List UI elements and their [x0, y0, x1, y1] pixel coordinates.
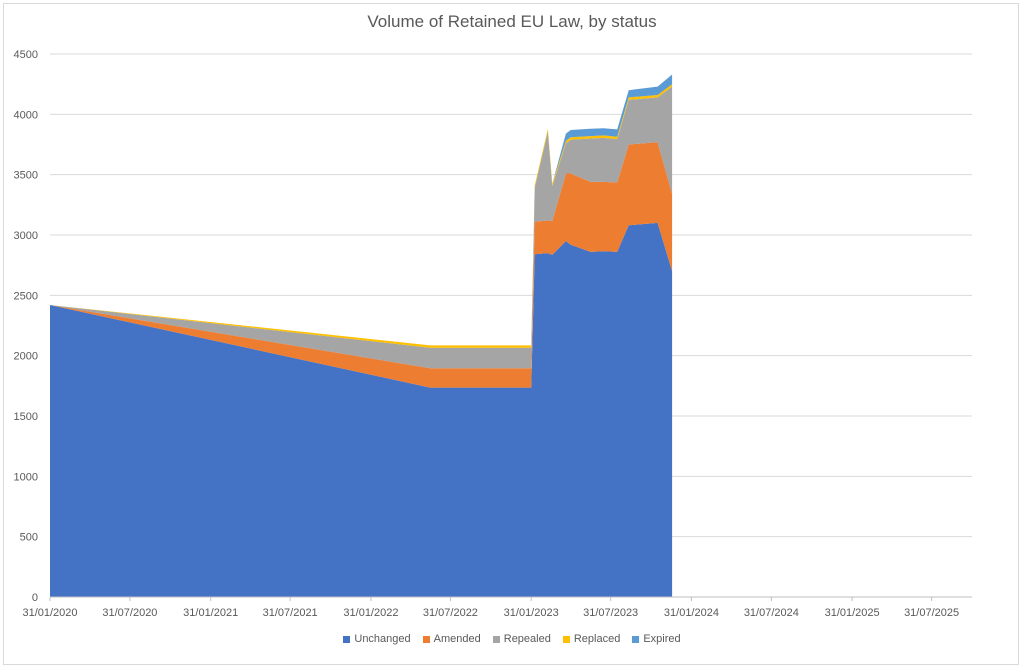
- y-tick-label: 2500: [14, 290, 38, 302]
- x-tick-label: 31/07/2021: [263, 607, 318, 619]
- legend-swatch: [562, 635, 570, 643]
- y-tick-label: 3000: [14, 230, 38, 242]
- area-unchanged: [50, 222, 673, 597]
- x-tick-label: 31/01/2020: [22, 607, 77, 619]
- legend-label: Unchanged: [354, 633, 411, 645]
- x-tick-label: 31/01/2021: [183, 607, 238, 619]
- y-tick-label: 500: [20, 532, 38, 544]
- legend-label: Repealed: [503, 633, 551, 645]
- legend-label: Replaced: [573, 633, 621, 645]
- chart-legend: Unchanged Amended Repealed Replaced Expired: [0, 633, 1024, 645]
- axes: 0 500 1000 1500 2000 2500 3000 3500 4000 4500 31/0…: [14, 49, 972, 619]
- x-tick-label: 31/07/2024: [744, 607, 799, 619]
- x-tick-label: 31/01/2023: [504, 607, 559, 619]
- legend-swatch: [422, 635, 430, 643]
- y-tick-label: 4000: [14, 109, 38, 121]
- series-areas: [50, 74, 673, 597]
- x-tick-label: 31/07/2022: [423, 607, 478, 619]
- legend-swatch: [632, 635, 640, 643]
- y-tick-label: 0: [32, 592, 38, 604]
- legend-swatch: [492, 635, 500, 643]
- legend-label: Amended: [433, 633, 481, 645]
- y-tick-label: 3500: [14, 170, 38, 182]
- x-tick-label: 31/07/2023: [583, 607, 638, 619]
- chart-title: Volume of Retained EU Law, by status: [367, 12, 657, 31]
- legend-item-expired: Expired: [632, 633, 681, 645]
- x-tick-label: 31/01/2022: [343, 607, 398, 619]
- x-tick-label: 31/07/2025: [904, 607, 959, 619]
- legend-label: Expired: [643, 633, 681, 645]
- y-tick-label: 1000: [14, 471, 38, 483]
- y-tick-label: 2000: [14, 351, 38, 363]
- legend-item-unchanged: Unchanged: [343, 633, 411, 645]
- legend-item-repealed: Repealed: [492, 633, 551, 645]
- legend-swatch: [343, 635, 351, 643]
- x-tick-label: 31/01/2024: [664, 607, 719, 619]
- x-tick-label: 31/01/2025: [825, 607, 880, 619]
- y-tick-label: 1500: [14, 411, 38, 423]
- legend-item-replaced: Replaced: [562, 633, 621, 645]
- y-tick-label: 4500: [14, 49, 38, 61]
- legend-item-amended: Amended: [422, 633, 481, 645]
- x-tick-label: 31/07/2020: [102, 607, 157, 619]
